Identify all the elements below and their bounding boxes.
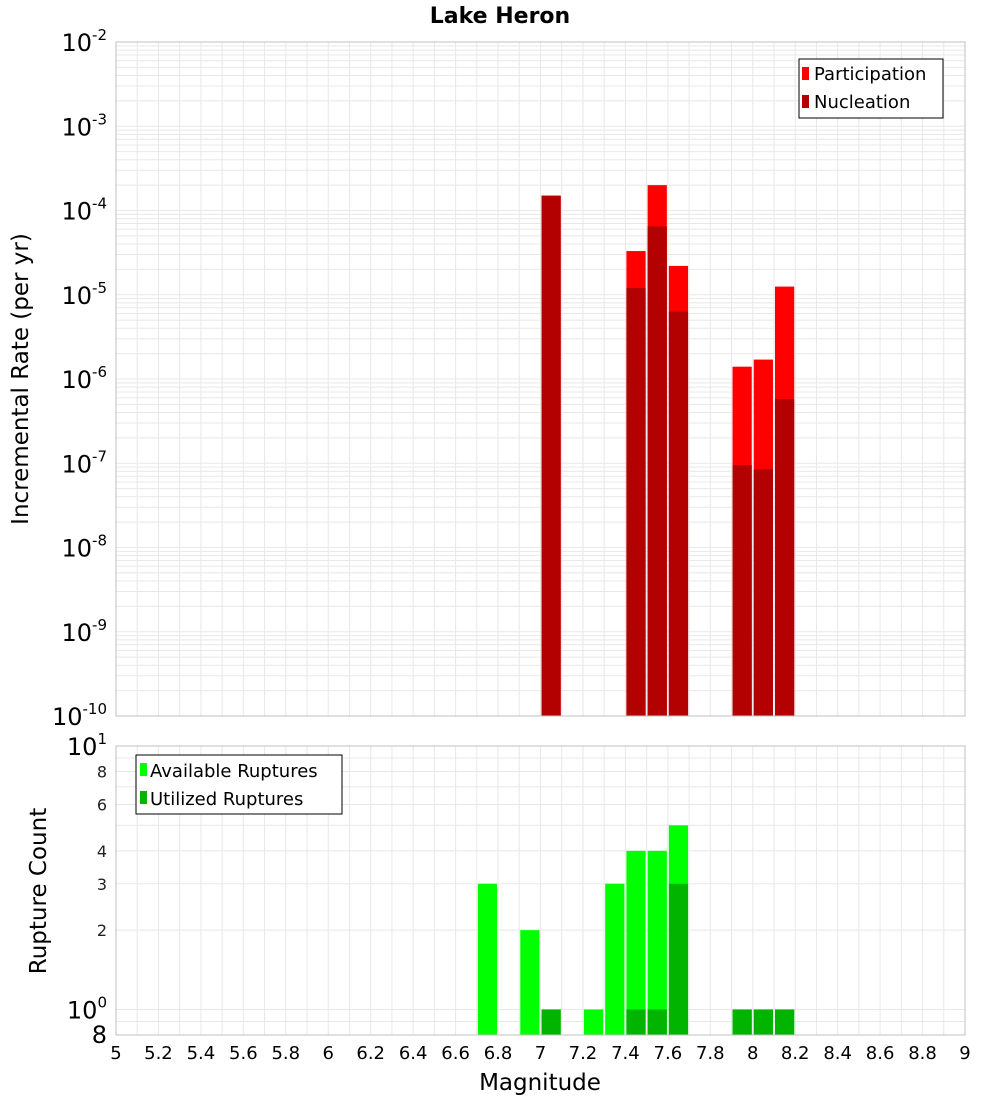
bar-nucleation [647,226,667,716]
x-tick-label: 5.8 [271,1043,300,1064]
x-tick-label: 6.8 [484,1043,513,1064]
bottom-legend-box [135,754,343,815]
x-tick-label: 7.4 [611,1043,640,1064]
legend-swatch-nucleation [802,95,809,108]
bottom-y-tick-label: 8 [92,1021,107,1049]
top-legend-box [798,58,944,119]
top-y-tick-label: 10-3 [61,110,107,141]
x-tick-label: 7.8 [696,1043,725,1064]
x-tick-label: 6.2 [356,1043,385,1064]
bottom-bars [477,825,795,1035]
x-tick-label: 8.2 [781,1043,810,1064]
bar-utilized-ruptures [753,1009,773,1035]
x-tick-label: 5.4 [187,1043,216,1064]
bottom-plot-frame [115,745,966,1036]
x-tick-label: 6.4 [399,1043,428,1064]
x-tick-label: 6 [323,1043,334,1064]
bottom-y-tick-label: 100 [67,993,107,1024]
x-tick-label: 8.6 [866,1043,895,1064]
legend-label-available: Available Ruptures [150,761,318,782]
bottom-y-minor-tick-label: 8 [97,763,107,782]
legend-label-utilized: Utilized Ruptures [150,789,303,810]
top-y-axis-label: Incremental Rate (per yr) [8,233,34,525]
x-tick-label: 5.2 [144,1043,173,1064]
top-plot-frame [115,41,966,717]
bottom-legend: Available Ruptures Utilized Ruptures [135,754,343,815]
bar-nucleation [774,398,795,716]
bar-utilized-ruptures [774,1009,795,1035]
x-tick-label: 5 [110,1043,121,1064]
top-y-tick-label: 10-7 [61,447,107,478]
top-y-tick-label: 10-5 [61,279,107,310]
top-y-tick-label: 10-8 [61,532,107,563]
bottom-y-minor-tick-label: 4 [97,842,107,861]
bottom-y-minor-tick-label: 3 [97,875,107,894]
bar-utilized-ruptures [541,1009,561,1035]
legend-swatch-participation [802,67,809,80]
bottom-y-minor-tick-label: 2 [97,921,107,940]
x-tick-label: 6.6 [441,1043,470,1064]
top-y-tick-label: 10-9 [61,616,107,647]
bar-nucleation [732,465,752,716]
x-tick-label: 9 [959,1043,970,1064]
bar-available-ruptures [626,850,646,1035]
top-grid [115,42,966,717]
bottom-y-tick-label: 101 [67,730,107,761]
x-axis-label: Magnitude [479,1070,601,1096]
bar-nucleation [541,195,561,716]
x-tick-label: 8 [747,1043,758,1064]
bar-available-ruptures [477,883,498,1035]
bar-available-ruptures [520,930,540,1035]
bar-utilized-ruptures [626,1009,646,1035]
bar-nucleation [668,311,689,716]
top-bars [541,185,795,717]
top-y-tick-labels: 10-10 10-9 10-8 10-7 10-6 10-5 10-4 10-3 10-2 [52,26,107,731]
bar-available-ruptures [605,883,625,1035]
legend-swatch-available [140,763,147,776]
top-y-tick-label: 10-4 [61,195,107,226]
x-tick-label: 7.6 [654,1043,683,1064]
bar-utilized-ruptures [647,1009,667,1035]
chart-title: Lake Heron [430,4,570,29]
top-y-tick-label: 10-10 [52,700,107,731]
bar-utilized-ruptures [732,1009,752,1035]
bar-utilized-ruptures [668,883,689,1035]
legend-swatch-utilized [140,791,147,804]
x-tick-label: 7.2 [569,1043,598,1064]
legend-label-nucleation: Nucleation [814,92,910,113]
top-panel: 10-10 10-9 10-8 10-7 10-6 10-5 10-4 10-3 10-2 In… [8,26,966,731]
bar-nucleation [626,288,646,716]
top-y-tick-label: 10-6 [61,363,107,394]
bottom-y-minor-tick-label: 6 [97,795,107,814]
x-tick-label: 8.8 [908,1043,937,1064]
top-legend: Participation Nucleation [798,58,944,119]
bar-nucleation [753,469,773,716]
top-y-tick-label: 10-2 [61,26,107,57]
bottom-y-axis-label: Rupture Count [26,808,52,974]
bar-available-ruptures [647,850,667,1035]
bar-available-ruptures [583,1009,604,1035]
x-tick-label: 7 [535,1043,546,1064]
legend-label-participation: Participation [814,64,926,85]
x-tick-labels: 5 5.2 5.4 5.6 5.8 6 6.2 6.4 6.6 6.8 7 7.2 7.4 7.6 7.8 8… [110,1043,970,1064]
x-tick-label: 5.6 [229,1043,258,1064]
x-tick-label: 8.4 [823,1043,852,1064]
